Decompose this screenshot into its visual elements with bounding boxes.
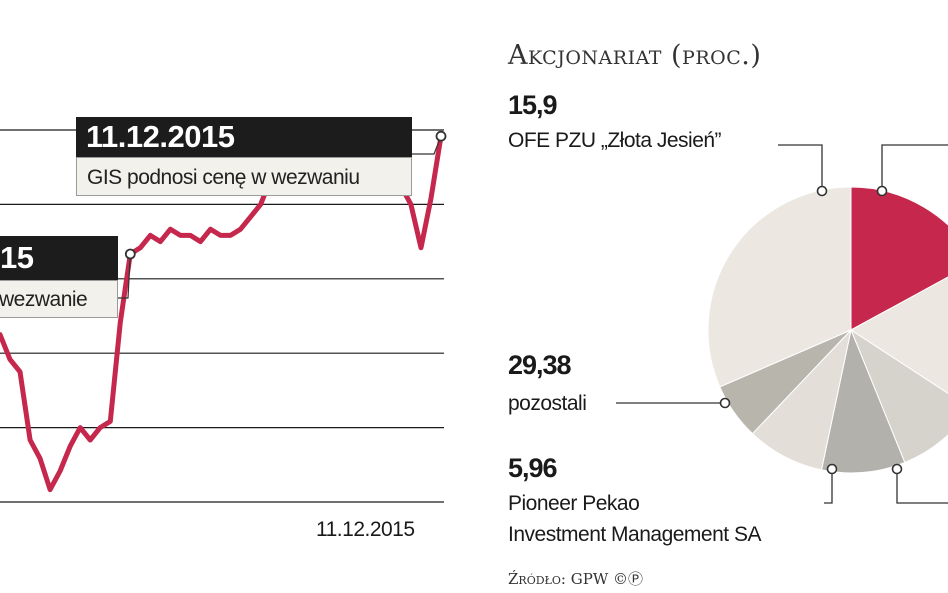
pie-leader-line	[824, 470, 833, 504]
callout-leader	[412, 135, 442, 155]
pie-leader-dot	[891, 463, 903, 475]
pie-value-pozostali: 29,38	[508, 350, 572, 380]
callout-leaders	[118, 135, 442, 299]
pie-leader-dot	[719, 397, 731, 409]
pie-leader-dot	[826, 463, 838, 475]
callout-leader	[118, 253, 131, 299]
pie-label-pozostali: pozostali	[508, 392, 587, 415]
callout-mid-text: wezwanie	[0, 280, 118, 318]
pie-value-ofe: 15,9	[508, 90, 558, 120]
marker-mid-point	[124, 248, 136, 260]
pie-slice-3	[820, 328, 906, 474]
pie-value-pioneer: 5,96	[508, 453, 558, 483]
marker-top-point	[435, 130, 447, 142]
pie-slice-1	[850, 276, 948, 394]
pie-leader-dot	[816, 185, 828, 197]
pie-label-pioneer-2: Investment Management SA	[508, 523, 761, 546]
pie-label-pioneer-1: Pioneer Pekao	[508, 492, 640, 515]
pie-slice-0	[850, 186, 948, 331]
callout-top-text: GIS podnosi cenę w wezwaniu	[76, 157, 412, 196]
x-axis-end-date: 11.12.2015	[316, 518, 415, 541]
pie-leader-line	[881, 144, 948, 190]
pie-leaders	[616, 144, 948, 504]
pie-leader-dot	[876, 185, 888, 197]
source-note: Źródło: GPW ©Ⓟ	[508, 570, 644, 588]
callout-mid-date: 15	[0, 236, 118, 280]
callout-top-date: 11.12.2015	[76, 117, 412, 157]
pie-slice-2	[849, 328, 948, 464]
pie-leader-line	[778, 144, 823, 190]
pie-title: Akcjonariat (proc.)	[508, 40, 762, 71]
pie-label-ofe: OFE PZU „Złota Jesień”	[508, 129, 722, 152]
pie-leader-line	[896, 470, 948, 504]
